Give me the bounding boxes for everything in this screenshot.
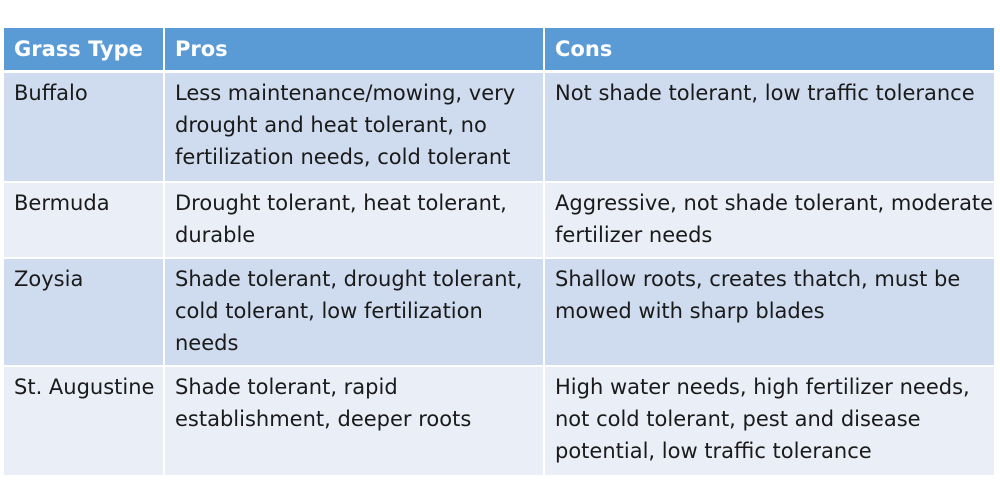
grass-comparison-table-container: Grass Type Pros Cons Buffalo Less mainte…: [4, 28, 994, 477]
header-cons: Cons: [544, 28, 994, 73]
cons-cell: High water needs, high fertilizer needs,…: [544, 365, 994, 477]
table-row: Buffalo Less maintenance/mowing, very dr…: [4, 71, 994, 183]
cons-cell: Shallow roots, creates thatch, must be m…: [544, 257, 994, 367]
cons-cell: Aggressive, not shade tolerant, moderate…: [544, 181, 994, 259]
header-pros: Pros: [164, 28, 545, 73]
grass-type-cell: Buffalo: [4, 71, 165, 183]
table-row: Bermuda Drought tolerant, heat tolerant,…: [4, 181, 994, 259]
grass-type-cell: St. Augustine: [4, 365, 165, 477]
grass-type-cell: Bermuda: [4, 181, 165, 259]
pros-cell: Shade tolerant, drought tolerant, cold t…: [164, 257, 545, 367]
pros-cell: Less maintenance/mowing, very drought an…: [164, 71, 545, 183]
pros-cell: Shade tolerant, rapid establishment, dee…: [164, 365, 545, 477]
grass-type-cell: Zoysia: [4, 257, 165, 367]
header-row: Grass Type Pros Cons: [4, 28, 994, 73]
grass-comparison-table: Grass Type Pros Cons Buffalo Less mainte…: [4, 28, 994, 477]
cons-cell: Not shade tolerant, low traffic toleranc…: [544, 71, 994, 183]
header-grass-type: Grass Type: [4, 28, 165, 73]
table-row: St. Augustine Shade tolerant, rapid esta…: [4, 365, 994, 477]
pros-cell: Drought tolerant, heat tolerant, durable: [164, 181, 545, 259]
table-row: Zoysia Shade tolerant, drought tolerant,…: [4, 257, 994, 367]
